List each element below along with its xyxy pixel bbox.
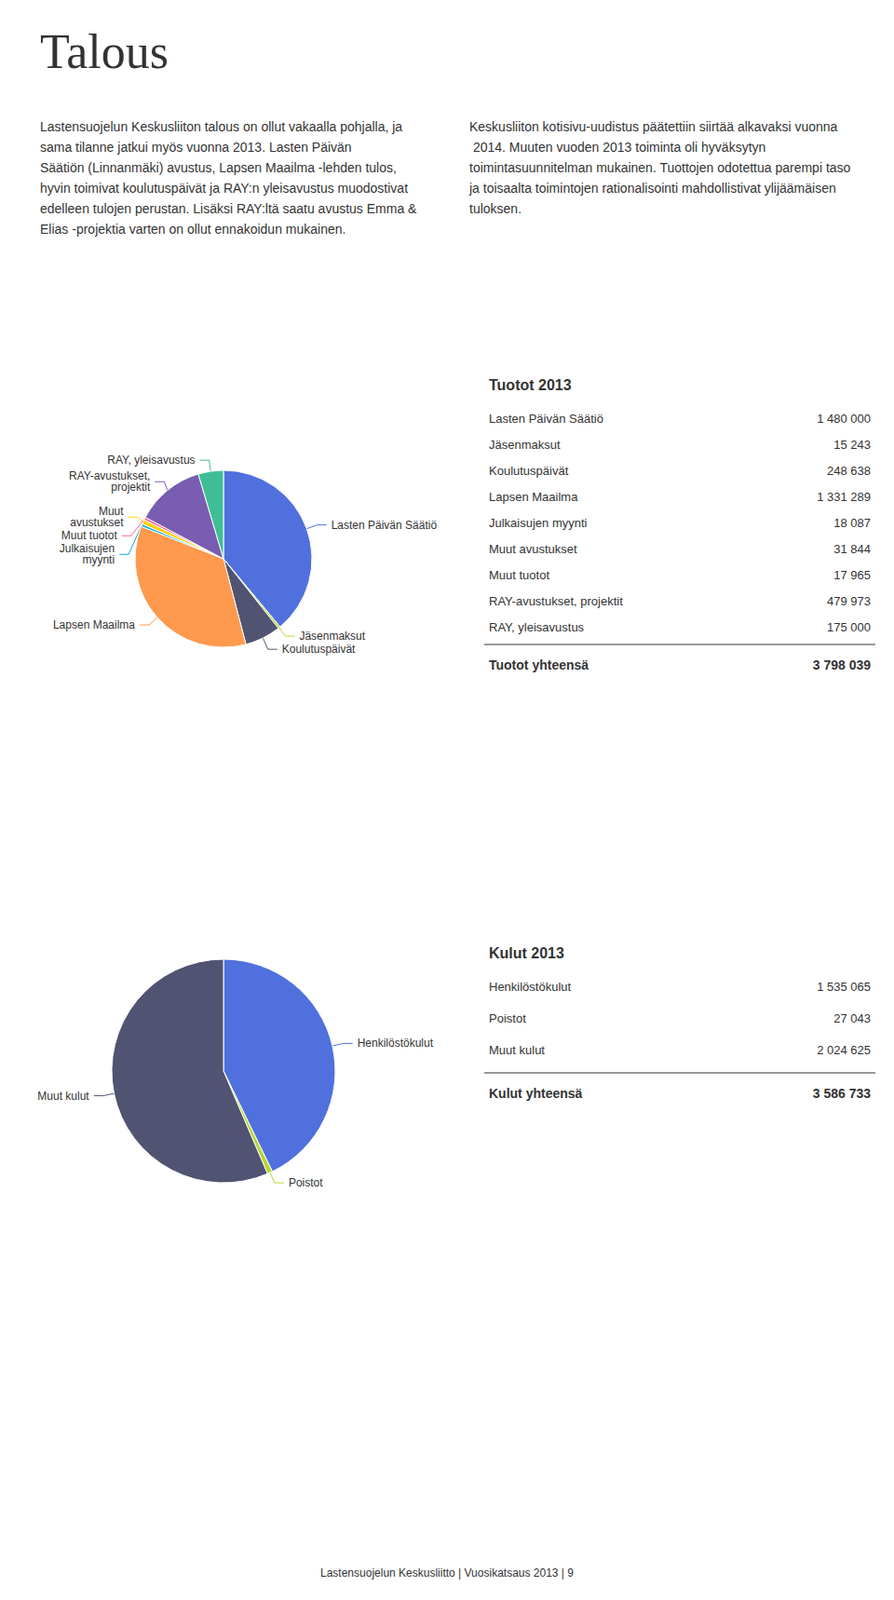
- svg-text:Koulutuspäivät: Koulutuspäivät: [488, 463, 569, 478]
- svg-text:248 638: 248 638: [826, 463, 871, 478]
- svg-text:tuloksen.: tuloksen.: [469, 201, 522, 217]
- svg-text:Tuotot 2013: Tuotot 2013: [488, 377, 572, 393]
- svg-text:Keskusliiton kotisivu-uudistus: Keskusliiton kotisivu-uudistus päätettii…: [469, 119, 839, 135]
- svg-text:Julkaisujen myynti: Julkaisujen myynti: [488, 515, 588, 530]
- svg-text:projektit: projektit: [110, 480, 151, 494]
- svg-text:15 243: 15 243: [833, 437, 871, 452]
- svg-text:toimintasuunnitelman mukainen.: toimintasuunnitelman mukainen. Tuottojen…: [469, 160, 854, 176]
- svg-text:Muut kulut: Muut kulut: [488, 1043, 545, 1057]
- svg-text:Muut avustukset: Muut avustukset: [488, 541, 578, 556]
- svg-text:Tuotot yhteensä: Tuotot yhteensä: [488, 657, 589, 673]
- svg-text:RAY, yleisavustus: RAY, yleisavustus: [107, 453, 195, 467]
- svg-text:Talous: Talous: [40, 25, 169, 79]
- svg-text:18 087: 18 087: [833, 515, 871, 530]
- svg-text:Henkilöstökulut: Henkilöstökulut: [357, 1036, 434, 1050]
- svg-text:Lapsen Maailma: Lapsen Maailma: [53, 618, 136, 632]
- svg-text:Jäsenmaksut: Jäsenmaksut: [488, 437, 561, 452]
- svg-text:479 973: 479 973: [826, 594, 871, 609]
- svg-text:175 000: 175 000: [826, 620, 871, 635]
- svg-text:hyvin toimivat koulutuspäivät: hyvin toimivat koulutuspäivät ja RAY:n y…: [40, 180, 412, 196]
- svg-text:Lasten Päivän Säätiö: Lasten Päivän Säätiö: [488, 411, 604, 426]
- svg-text:17 965: 17 965: [833, 568, 871, 583]
- svg-text:3 798 039: 3 798 039: [812, 657, 871, 673]
- svg-text:1 331 289: 1 331 289: [816, 489, 871, 504]
- svg-text:RAY-avustukset, projektit: RAY-avustukset, projektit: [488, 594, 624, 609]
- svg-text:Muut tuotot: Muut tuotot: [61, 528, 119, 542]
- svg-text:Jäsenmaksut: Jäsenmaksut: [298, 629, 366, 643]
- svg-text:1 480 000: 1 480 000: [816, 411, 871, 426]
- svg-text:ja toisaalta toimintojen ratio: ja toisaalta toimintojen rationalisointi…: [468, 180, 840, 196]
- svg-text:Muut tuotot: Muut tuotot: [488, 568, 550, 583]
- svg-text:Lastensuojelun Keskusliiton ta: Lastensuojelun Keskusliiton talous on ol…: [40, 119, 407, 135]
- svg-text:Kulut yhteensä: Kulut yhteensä: [488, 1085, 583, 1101]
- svg-text:2 024 625: 2 024 625: [816, 1043, 871, 1057]
- svg-text:myynti: myynti: [81, 553, 115, 567]
- svg-text:RAY-avustukset,: RAY-avustukset,: [68, 469, 151, 483]
- svg-text:Kulut 2013: Kulut 2013: [488, 945, 565, 962]
- svg-text:Muut kulut: Muut kulut: [37, 1089, 90, 1103]
- svg-text:Poistot: Poistot: [288, 1176, 324, 1190]
- svg-text:Muut: Muut: [98, 505, 124, 519]
- svg-text:Lasten Päivän Säätiö: Lasten Päivän Säätiö: [331, 518, 438, 532]
- svg-text:sama tilanne jatkui myös vuonn: sama tilanne jatkui myös vuonna 2013. La…: [40, 139, 356, 155]
- svg-text:Henkilöstökulut: Henkilöstökulut: [488, 979, 572, 994]
- svg-text:3 586 733: 3 586 733: [812, 1085, 871, 1101]
- svg-text:avustukset: avustukset: [69, 515, 124, 529]
- svg-text:27 043: 27 043: [833, 1011, 871, 1026]
- svg-text:Koulutuspäivät: Koulutuspäivät: [282, 642, 356, 656]
- svg-text:Lapsen Maailma: Lapsen Maailma: [488, 489, 579, 504]
- svg-text:31 844: 31 844: [833, 541, 871, 556]
- svg-text:RAY, yleisavustus: RAY, yleisavustus: [488, 620, 585, 635]
- svg-text:Lastensuojelun Keskusliitto |: Lastensuojelun Keskusliitto | Vuosikatsa…: [320, 1566, 574, 1580]
- svg-text:Säätiön (Linnanmäki) avustus,: Säätiön (Linnanmäki) avustus, Lapsen Maa…: [40, 160, 401, 176]
- svg-text:Poistot: Poistot: [488, 1011, 527, 1026]
- svg-text:Julkaisujen: Julkaisujen: [59, 542, 115, 556]
- svg-text:edelleen tulojen perustan. Lis: edelleen tulojen perustan. Lisäksi RAY:l…: [40, 201, 420, 217]
- svg-text:Elias -projektia varten on oll: Elias -projektia varten on ollut ennakoi…: [40, 221, 346, 237]
- svg-text:1 535 065: 1 535 065: [816, 979, 871, 994]
- svg-text:2014. Muuten vuoden 2013 toimi: 2014. Muuten vuoden 2013 toiminta oli hy…: [469, 139, 770, 155]
